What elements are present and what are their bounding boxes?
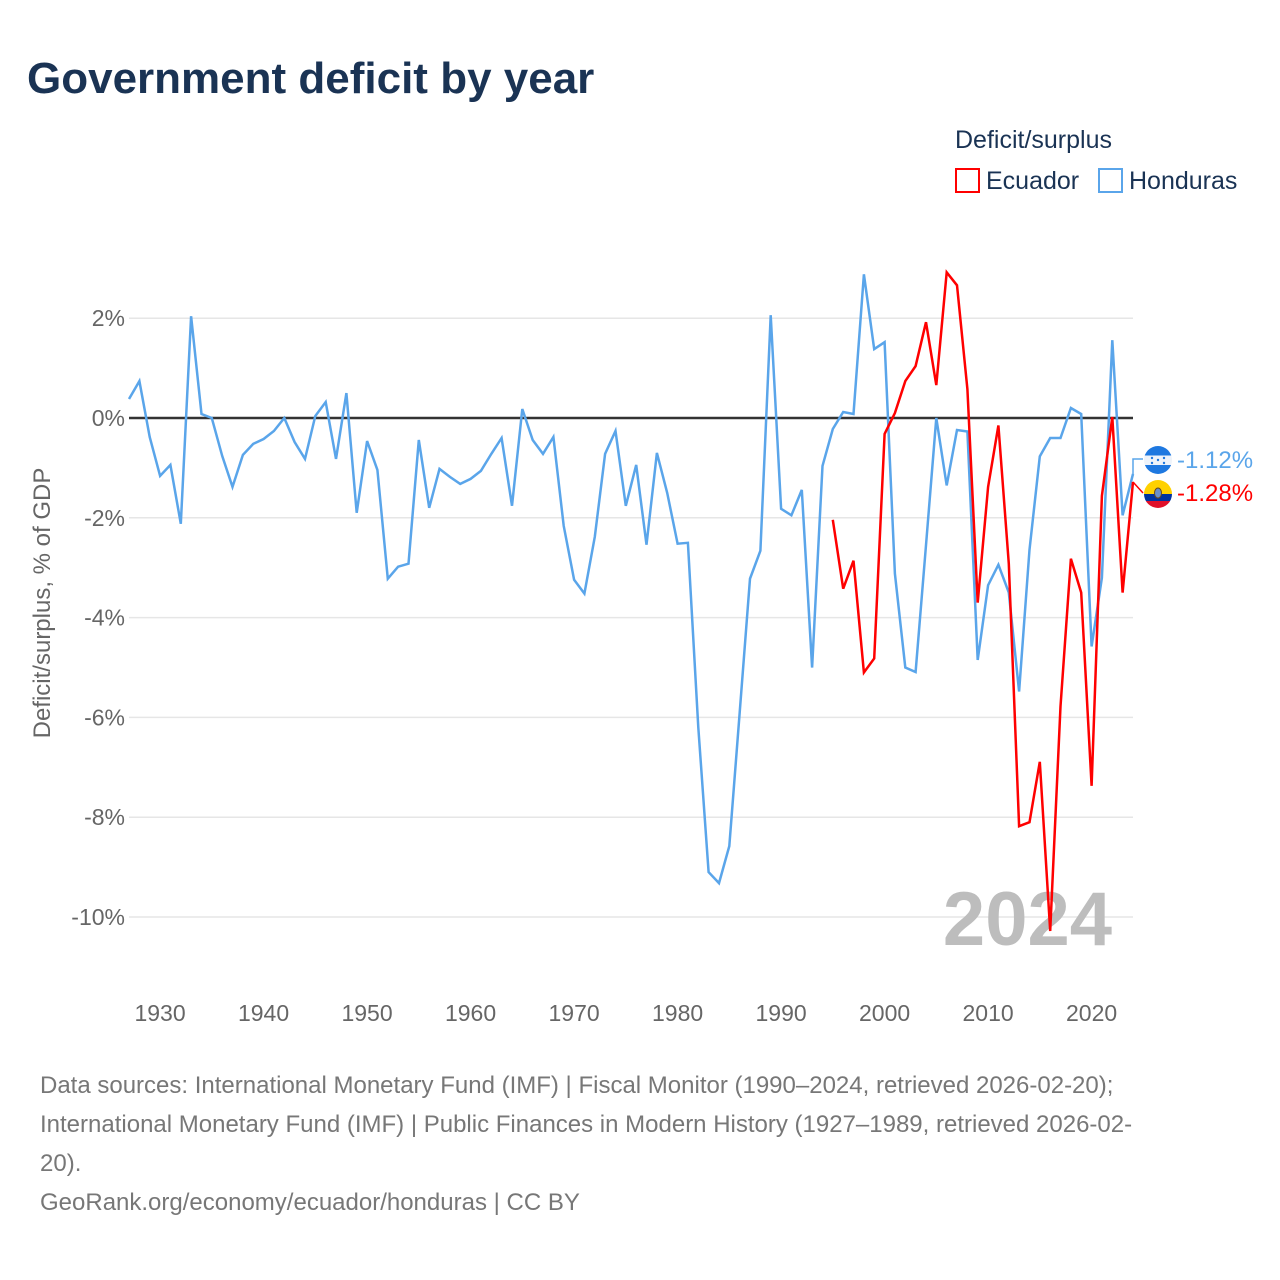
series-lines xyxy=(127,269,1135,932)
y-tick-label: -6% xyxy=(84,704,125,730)
line-ecuador xyxy=(831,269,1135,932)
honduras-flag-icon xyxy=(1144,446,1172,474)
x-tick-label: 2010 xyxy=(963,1000,1014,1026)
x-tick-label: 2020 xyxy=(1066,1000,1117,1026)
y-tick-label: -4% xyxy=(84,605,125,631)
footer-sources-line-1: Data sources: International Monetary Fun… xyxy=(40,1072,1113,1099)
end-value-honduras: -1.12% xyxy=(1177,447,1253,474)
y-axis-label: Deficit/surplus, % of GDP xyxy=(29,468,56,739)
leader-line-ecuador xyxy=(1132,481,1144,494)
end-label-ecuador: -1.28% xyxy=(1132,480,1253,508)
chart-title: Government deficit by year xyxy=(27,54,594,103)
footer-attribution-link[interactable]: GeoRank.org/economy/ecuador/honduras | C… xyxy=(40,1189,580,1216)
y-tick-label: 2% xyxy=(92,305,125,331)
x-tick-label: 1980 xyxy=(652,1000,703,1026)
y-tick-label: -10% xyxy=(71,904,125,930)
y-axis-ticks: 2% 0% -2% -4% -6% -8% -10% xyxy=(71,305,125,930)
legend-swatch-ecuador xyxy=(955,168,980,193)
x-tick-label: 1940 xyxy=(238,1000,289,1026)
footer-sources-line-3: 20). xyxy=(40,1150,81,1177)
series-honduras xyxy=(127,274,1135,886)
legend-label-ecuador: Ecuador xyxy=(986,167,1079,195)
x-tick-label: 1970 xyxy=(548,1000,599,1026)
ecuador-flag-icon xyxy=(1144,480,1172,508)
y-tick-label: -2% xyxy=(84,505,125,531)
legend-label-honduras: Honduras xyxy=(1129,167,1237,195)
series-ecuador xyxy=(831,269,1135,932)
line-honduras xyxy=(127,274,1135,886)
legend-swatch-honduras xyxy=(1098,168,1123,193)
leader-line-honduras xyxy=(1132,458,1143,474)
legend-title: Deficit/surplus xyxy=(955,126,1112,154)
x-tick-label: 1990 xyxy=(755,1000,806,1026)
x-tick-label: 1930 xyxy=(134,1000,185,1026)
y-tick-label: -8% xyxy=(84,804,125,830)
legend: Deficit/surplus Ecuador Honduras xyxy=(955,126,1237,195)
end-label-honduras: -1.12% xyxy=(1132,446,1253,474)
x-axis-ticks: 1930 1940 1950 1960 1970 1980 1990 2000 2010 2020 xyxy=(134,1000,1117,1026)
footer: Data sources: International Monetary Fun… xyxy=(40,1072,1132,1216)
legend-item-honduras[interactable]: Honduras xyxy=(1098,167,1237,195)
gridlines xyxy=(129,317,1133,918)
footer-sources-line-2: International Monetary Fund (IMF) | Publ… xyxy=(40,1111,1132,1138)
x-tick-label: 2000 xyxy=(859,1000,910,1026)
year-watermark: 2024 xyxy=(943,877,1112,962)
y-tick-label: 0% xyxy=(92,405,125,431)
legend-item-ecuador[interactable]: Ecuador xyxy=(955,167,1079,195)
x-tick-label: 1950 xyxy=(341,1000,392,1026)
x-tick-label: 1960 xyxy=(445,1000,496,1026)
end-value-ecuador: -1.28% xyxy=(1177,480,1253,507)
